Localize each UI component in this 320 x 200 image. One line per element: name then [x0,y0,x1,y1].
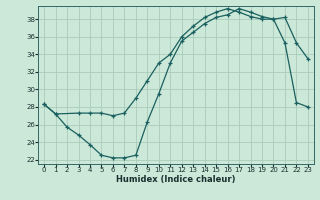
X-axis label: Humidex (Indice chaleur): Humidex (Indice chaleur) [116,175,236,184]
